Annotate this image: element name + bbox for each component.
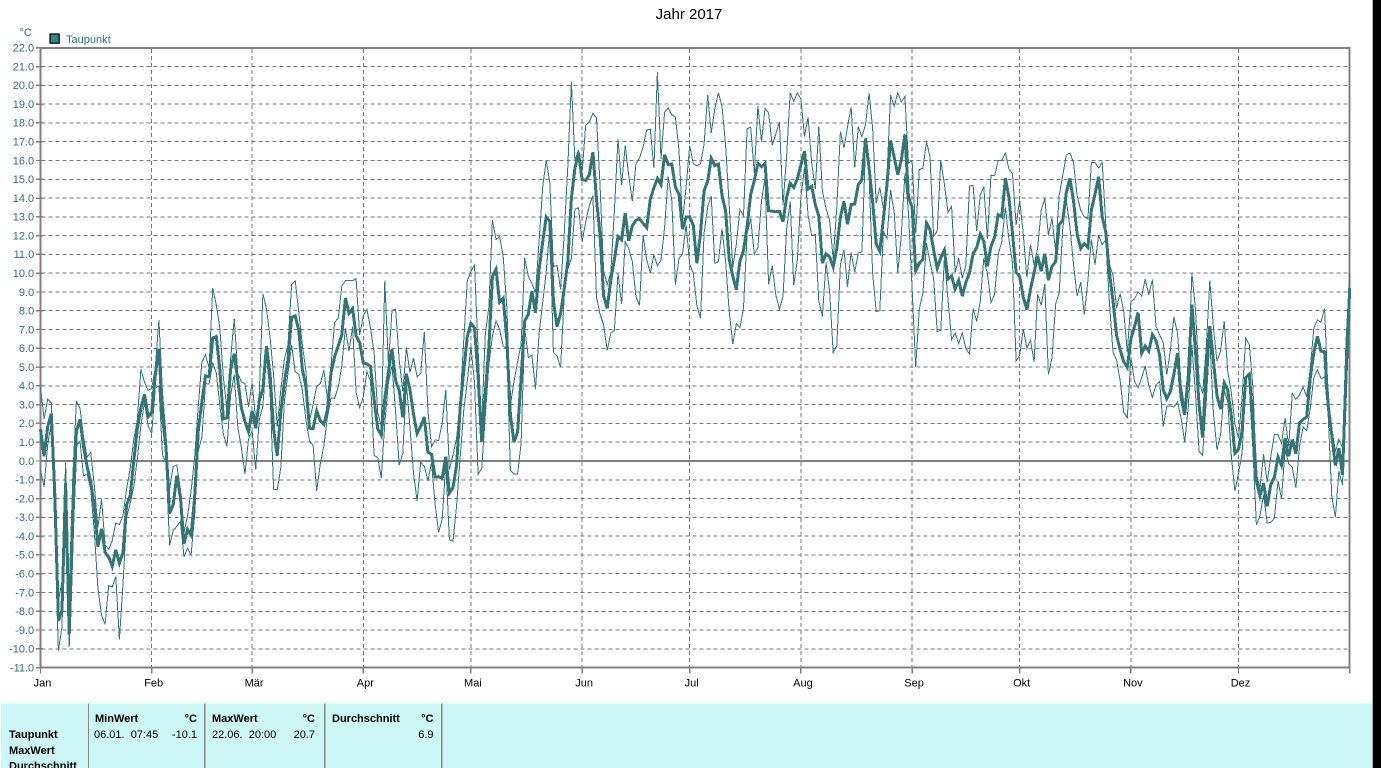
- svg-text:13.0: 13.0: [13, 212, 34, 224]
- svg-text:-10.1: -10.1: [172, 729, 197, 741]
- svg-text:-10.0: -10.0: [9, 644, 34, 656]
- svg-text:3.0: 3.0: [19, 400, 34, 412]
- svg-text:6.0: 6.0: [19, 343, 34, 355]
- svg-text:Jahr 2017: Jahr 2017: [656, 6, 723, 23]
- svg-text:-3.0: -3.0: [15, 512, 34, 524]
- svg-text:Nov: Nov: [1123, 678, 1143, 690]
- svg-text:°C: °C: [421, 713, 433, 725]
- svg-text:Mai: Mai: [464, 678, 482, 690]
- svg-text:19.0: 19.0: [13, 99, 34, 111]
- svg-text:17.0: 17.0: [13, 137, 34, 149]
- svg-text:10.0: 10.0: [13, 268, 34, 280]
- svg-text:Mär: Mär: [245, 678, 264, 690]
- svg-text:-8.0: -8.0: [15, 606, 34, 618]
- svg-text:°C: °C: [303, 713, 315, 725]
- svg-text:Jun: Jun: [575, 678, 593, 690]
- svg-text:-1.0: -1.0: [15, 475, 34, 487]
- svg-text:MinWert: MinWert: [95, 713, 139, 725]
- svg-text:11.0: 11.0: [14, 249, 35, 261]
- svg-text:1.0: 1.0: [19, 437, 34, 449]
- svg-text:-7.0: -7.0: [15, 587, 34, 599]
- svg-text:Aug: Aug: [793, 678, 813, 690]
- svg-text:18.0: 18.0: [13, 118, 34, 130]
- svg-text:Durchschnitt: Durchschnitt: [332, 713, 400, 725]
- svg-text:-11.0: -11.0: [10, 662, 34, 674]
- svg-text:°C: °C: [20, 27, 32, 39]
- svg-text:-2.0: -2.0: [15, 493, 34, 505]
- svg-text:4.0: 4.0: [19, 381, 34, 393]
- svg-text:-9.0: -9.0: [15, 625, 34, 637]
- svg-text:Taupunkt: Taupunkt: [66, 34, 111, 46]
- svg-text:-4.0: -4.0: [15, 531, 34, 543]
- svg-text:14.0: 14.0: [13, 193, 34, 205]
- svg-text:Sep: Sep: [904, 678, 924, 690]
- svg-text:°C: °C: [185, 713, 197, 725]
- svg-text:5.0: 5.0: [19, 362, 34, 374]
- svg-text:MaxWert: MaxWert: [9, 745, 55, 757]
- svg-text:7.0: 7.0: [19, 324, 34, 336]
- svg-text:21.0: 21.0: [13, 61, 34, 73]
- svg-text:22.0: 22.0: [13, 43, 34, 55]
- svg-text:MaxWert: MaxWert: [212, 713, 258, 725]
- svg-text:15.0: 15.0: [13, 174, 34, 186]
- svg-text:12.0: 12.0: [13, 230, 34, 242]
- svg-text:-5.0: -5.0: [15, 550, 34, 562]
- svg-text:8.0: 8.0: [19, 306, 34, 318]
- svg-text:9.0: 9.0: [19, 287, 34, 299]
- svg-text:0.0: 0.0: [19, 456, 34, 468]
- svg-text:06.01. 07:45: 06.01. 07:45: [94, 729, 158, 741]
- svg-text:Jul: Jul: [685, 678, 699, 690]
- svg-text:Feb: Feb: [144, 678, 163, 690]
- svg-text:-6.0: -6.0: [15, 569, 34, 581]
- svg-text:2.0: 2.0: [19, 418, 34, 430]
- svg-text:16.0: 16.0: [13, 155, 34, 167]
- svg-text:Okt: Okt: [1013, 678, 1030, 690]
- svg-text:Jan: Jan: [34, 678, 52, 690]
- svg-text:22.06. 20:00: 22.06. 20:00: [212, 729, 276, 741]
- svg-text:Apr: Apr: [357, 678, 374, 690]
- svg-text:Durchschnitt: Durchschnitt: [9, 761, 77, 768]
- svg-text:Taupunkt: Taupunkt: [9, 729, 58, 741]
- svg-text:6.9: 6.9: [418, 729, 433, 741]
- svg-text:Dez: Dez: [1231, 678, 1251, 690]
- svg-text:20.0: 20.0: [13, 80, 34, 92]
- svg-text:20.7: 20.7: [294, 729, 315, 741]
